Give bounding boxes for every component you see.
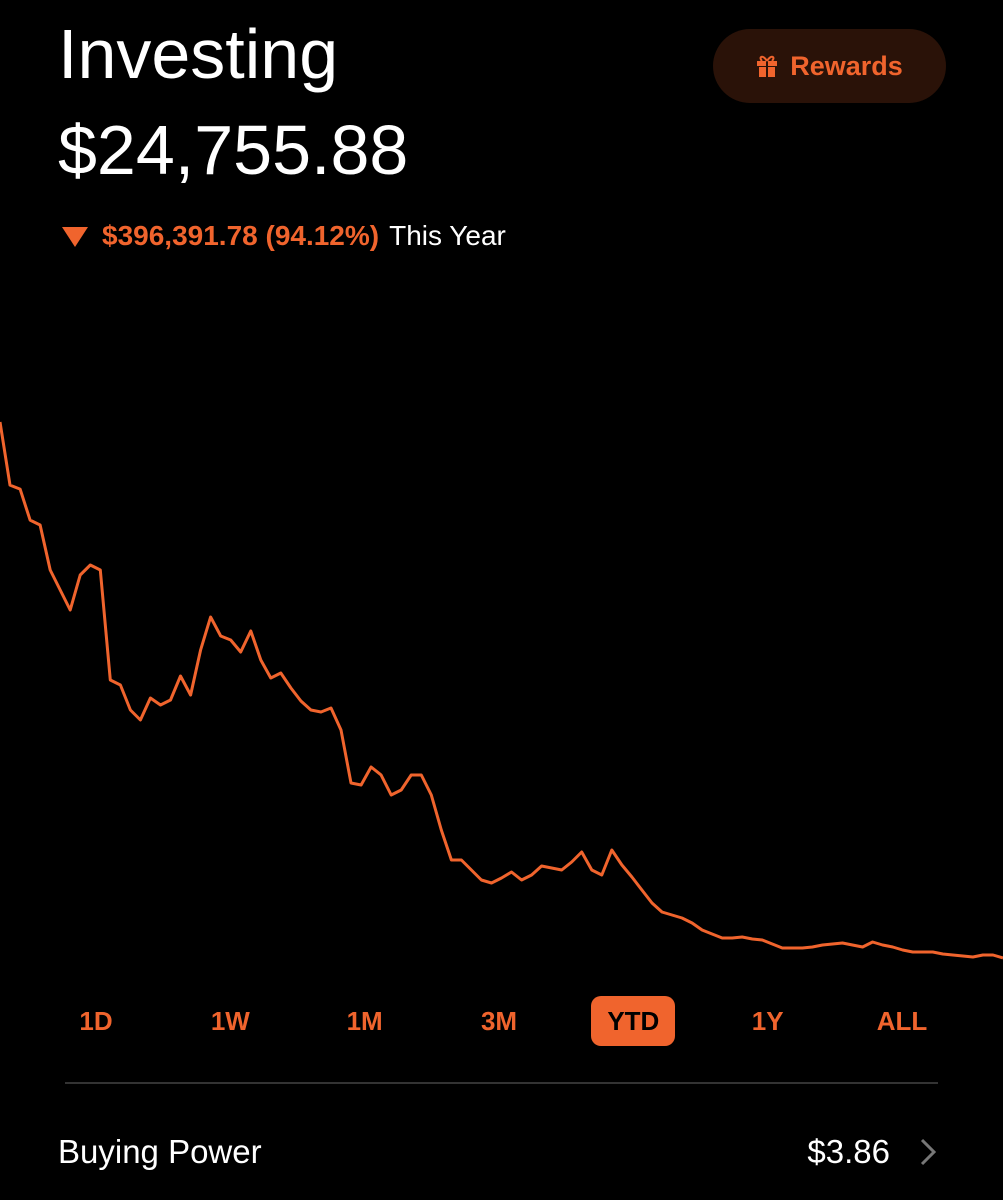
- period: This Year: [389, 220, 506, 251]
- range-button[interactable]: 1Y: [751, 1006, 784, 1036]
- chart: [0, 421, 1003, 960]
- range-button[interactable]: 1W: [210, 1006, 250, 1036]
- range-button[interactable]: YTD: [591, 996, 676, 1046]
- price-line: [0, 421, 1003, 960]
- buying-power-label: Buying Power: [58, 1133, 262, 1170]
- divider: [65, 1082, 938, 1084]
- change-row: $396,391.78 (94.12%) This Year: [62, 218, 506, 254]
- title: Investing: [58, 15, 339, 93]
- range-button[interactable]: 1M: [346, 1006, 383, 1036]
- range-button[interactable]: 1D: [79, 1006, 113, 1036]
- gift-icon: [757, 55, 778, 77]
- down-arrow: [62, 227, 88, 247]
- range-button[interactable]: 3M: [480, 1006, 518, 1036]
- range-selector: 1D 1W 1M 3M YTD 1Y ALL: [0, 996, 1003, 1048]
- buying-power-value[interactable]: $3.86: [807, 1133, 890, 1170]
- chevron[interactable]: [918, 1137, 938, 1167]
- portfolio-value: $24,755.88: [58, 111, 409, 189]
- rewards-label: Rewards: [790, 50, 903, 81]
- range-button[interactable]: ALL: [876, 1006, 928, 1036]
- rewards-button[interactable]: Rewards: [713, 29, 946, 103]
- change: $396,391.78 (94.12%): [102, 220, 380, 251]
